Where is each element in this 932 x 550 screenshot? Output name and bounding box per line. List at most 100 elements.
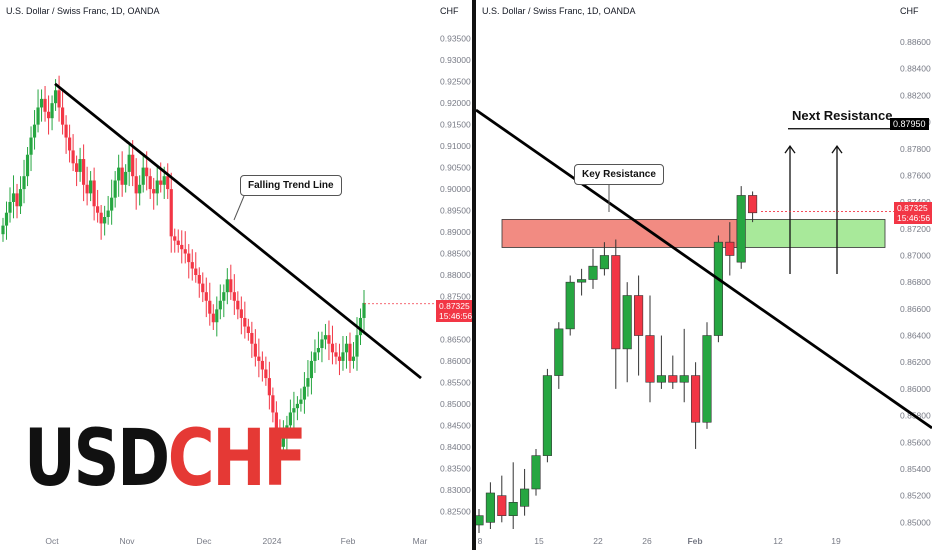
right-chart-title: U.S. Dollar / Swiss Franc, 1D, OANDA xyxy=(482,6,636,16)
left-x-tick-label: Dec xyxy=(196,536,212,546)
symbol-watermark: USDCHF xyxy=(24,420,307,498)
left-candle-body xyxy=(211,313,215,323)
right-candle-body xyxy=(554,328,564,376)
left-candle-body xyxy=(327,335,331,344)
left-candle-body xyxy=(124,171,128,185)
left-candle-body xyxy=(253,343,257,357)
left-candle-body xyxy=(85,184,89,194)
left-candle-body xyxy=(25,154,30,177)
left-y-tick-label: 0.93000 xyxy=(440,55,471,65)
right-chart-canvas[interactable]: 0.886000.884000.882000.880000.878000.876… xyxy=(476,0,932,550)
right-candle-body xyxy=(588,265,598,280)
left-candle-body xyxy=(292,408,296,413)
left-candle-body xyxy=(288,412,292,426)
left-candle-body xyxy=(306,378,310,387)
left-y-tick-label: 0.92500 xyxy=(440,77,471,87)
left-candle-body xyxy=(229,279,233,293)
left-y-tick-label: 0.89000 xyxy=(440,227,471,237)
right-x-tick-label: Feb xyxy=(687,536,702,546)
left-y-tick-label: 0.88000 xyxy=(440,270,471,280)
left-candle-body xyxy=(302,386,307,400)
left-candle-body xyxy=(155,180,159,194)
left-candle-body xyxy=(131,154,135,177)
right-y-tick-label: 0.88400 xyxy=(900,64,931,74)
left-candle-body xyxy=(190,262,194,269)
left-candle-body xyxy=(89,180,93,194)
left-candle-body xyxy=(313,352,317,361)
right-last-price: 0.87325 xyxy=(897,203,928,213)
right-y-tick-label: 0.86600 xyxy=(900,304,931,314)
left-candle-body xyxy=(351,356,356,361)
right-candle-body xyxy=(577,279,587,283)
left-y-tick-label: 0.92000 xyxy=(440,98,471,108)
right-y-tick-label: 0.85400 xyxy=(900,464,931,474)
left-candle-body xyxy=(36,107,40,125)
left-candle-body xyxy=(348,343,352,361)
left-candle-body xyxy=(285,425,289,439)
left-candle-body xyxy=(8,201,12,213)
left-candle-body xyxy=(148,176,152,190)
right-candle-body xyxy=(725,241,735,256)
left-candle-body xyxy=(176,240,180,245)
left-x-tick-label: 2024 xyxy=(263,536,282,546)
left-candle-body xyxy=(208,300,212,314)
left-candle-body xyxy=(267,378,271,396)
left-candle-body xyxy=(127,154,131,172)
right-candle-body xyxy=(679,375,689,383)
left-candle-body xyxy=(15,193,19,207)
left-candle-body xyxy=(295,403,300,409)
left-candle-body xyxy=(334,352,338,357)
left-candle-body xyxy=(138,184,142,194)
left-candle-body xyxy=(145,167,149,177)
right-candle-body xyxy=(691,375,701,423)
left-candle-body xyxy=(67,137,72,151)
right-y-tick-label: 0.85200 xyxy=(900,491,931,501)
left-candle-body xyxy=(18,189,23,207)
left-candle-body xyxy=(110,197,114,211)
right-candle-body xyxy=(476,515,484,526)
left-currency-label: CHF xyxy=(440,6,459,16)
left-candle-body xyxy=(71,150,75,164)
left-candle-body xyxy=(239,309,243,318)
right-candle-body xyxy=(634,295,644,336)
left-candle-body xyxy=(92,180,96,207)
right-candle-body xyxy=(702,335,712,423)
left-y-tick-label: 0.84500 xyxy=(440,420,471,430)
left-candle-body xyxy=(162,176,166,185)
left-candle-body xyxy=(243,317,247,327)
left-x-tick-label: Nov xyxy=(119,536,135,546)
falling-trend-line xyxy=(54,82,422,380)
left-candle-body xyxy=(197,275,201,284)
next-resistance-price-tag: 0.87950 xyxy=(890,118,929,130)
left-candle-body xyxy=(134,176,138,194)
left-candle-body xyxy=(257,356,261,361)
left-candle-body xyxy=(169,189,173,237)
left-candle-body xyxy=(57,90,61,108)
left-candle-body xyxy=(274,412,278,434)
left-candle-body xyxy=(60,107,65,125)
left-y-tick-label: 0.91000 xyxy=(440,141,471,151)
left-candle-body xyxy=(323,335,328,340)
left-candle-body xyxy=(330,343,335,353)
left-candle-body xyxy=(39,98,44,108)
right-x-tick-label: 22 xyxy=(593,536,603,546)
left-candle-body xyxy=(194,268,198,275)
left-candle-body xyxy=(271,395,275,413)
right-y-tick-label: 0.86000 xyxy=(900,384,931,394)
right-x-tick-label: 12 xyxy=(773,536,783,546)
left-candle-body xyxy=(344,343,349,353)
left-candle-body xyxy=(362,302,366,318)
left-candle-body xyxy=(215,309,219,323)
key-resistance-callout: Key Resistance xyxy=(574,164,664,185)
right-candle-body xyxy=(645,335,655,383)
right-y-tick-label: 0.87000 xyxy=(900,250,931,260)
right-candle-body xyxy=(497,495,507,516)
panel-divider xyxy=(472,0,476,550)
key-resistance-zone xyxy=(501,219,738,248)
right-candle-body xyxy=(736,195,746,263)
right-candle-body xyxy=(713,241,723,336)
left-y-tick-label: 0.85000 xyxy=(440,399,471,409)
left-candle-body xyxy=(201,283,205,293)
symbol-watermark-quote: CHF xyxy=(167,414,307,504)
left-y-tick-label: 0.91500 xyxy=(440,120,471,130)
